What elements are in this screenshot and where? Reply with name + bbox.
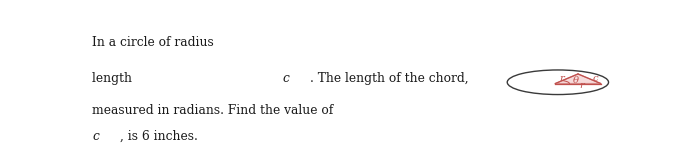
Text: c: c (283, 72, 290, 85)
Text: c: c (92, 130, 99, 143)
Text: . The length of the chord,: . The length of the chord, (310, 72, 477, 85)
Text: r: r (559, 74, 563, 83)
Text: θ: θ (573, 76, 579, 85)
Polygon shape (555, 74, 601, 83)
Text: , is 6 inches.: , is 6 inches. (120, 130, 197, 143)
Text: length: length (92, 72, 136, 85)
Text: In a circle of radius: In a circle of radius (92, 36, 218, 49)
Text: c: c (593, 74, 599, 83)
Text: r: r (579, 81, 584, 90)
Text: measured in radians. Find the value of: measured in radians. Find the value of (92, 104, 338, 117)
